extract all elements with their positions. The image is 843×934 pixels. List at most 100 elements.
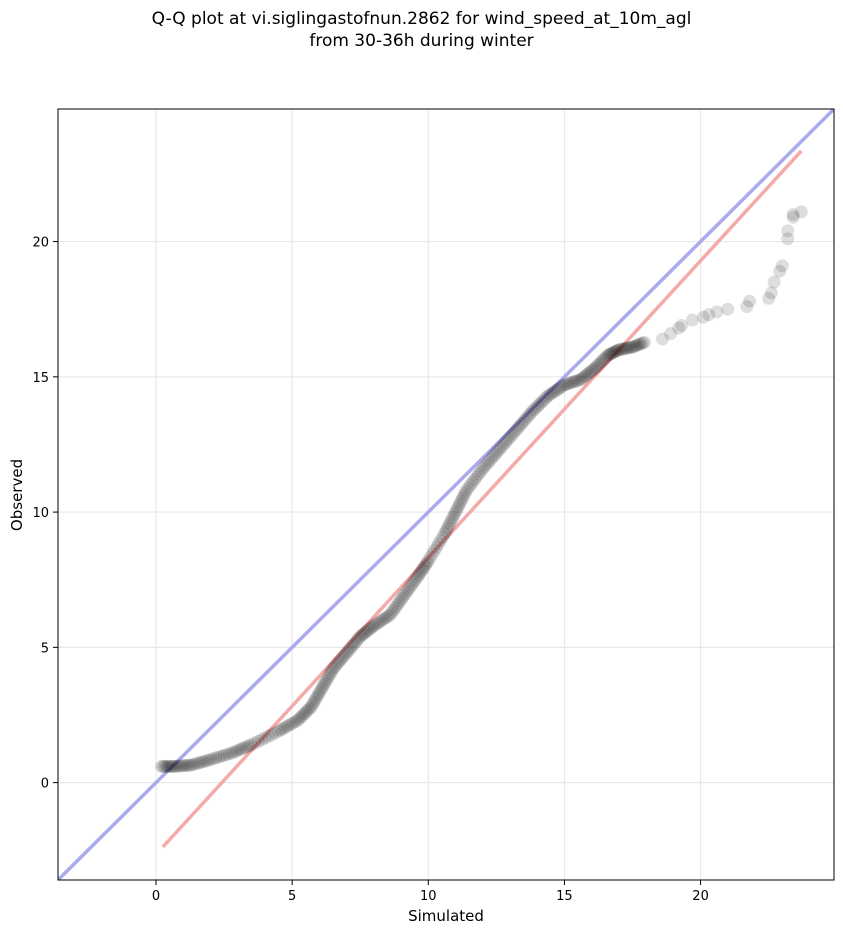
data-point xyxy=(163,759,177,773)
data-point xyxy=(773,264,787,278)
data-point xyxy=(438,527,452,541)
data-point xyxy=(559,377,573,391)
data-point xyxy=(429,540,443,554)
data-point xyxy=(634,337,648,351)
data-point xyxy=(242,739,256,753)
data-point xyxy=(442,519,456,533)
plot-frame xyxy=(57,108,835,881)
data-point xyxy=(385,606,399,620)
data-point xyxy=(404,579,418,593)
data-point xyxy=(721,302,735,316)
data-point xyxy=(379,611,393,625)
data-point xyxy=(606,345,620,359)
data-point xyxy=(672,321,686,335)
data-point xyxy=(392,596,406,610)
data-point xyxy=(165,759,179,773)
data-point xyxy=(383,608,397,622)
data-point xyxy=(609,344,623,358)
data-point xyxy=(564,376,578,390)
x-tick-label: 5 xyxy=(288,889,296,904)
data-point xyxy=(624,340,638,354)
data-point xyxy=(696,310,710,324)
data-point xyxy=(743,294,757,308)
data-point xyxy=(319,674,333,688)
data-point xyxy=(192,756,206,770)
data-point xyxy=(710,305,724,319)
data-point xyxy=(632,337,646,351)
data-point xyxy=(611,343,625,357)
data-point xyxy=(297,707,311,721)
data-point xyxy=(258,731,272,745)
data-point xyxy=(566,375,580,389)
data-point xyxy=(458,486,472,500)
data-point xyxy=(486,450,500,464)
data-point xyxy=(637,335,651,349)
data-point xyxy=(447,508,461,522)
data-point xyxy=(592,357,606,371)
data-point xyxy=(472,467,486,481)
data-point xyxy=(568,375,582,389)
data-point xyxy=(474,465,488,479)
x-axis-label: Simulated xyxy=(408,907,484,925)
data-point xyxy=(551,382,565,396)
data-point xyxy=(318,676,332,690)
fit-line xyxy=(161,149,803,849)
data-point xyxy=(519,412,533,426)
data-point xyxy=(240,740,254,754)
data-point xyxy=(510,422,524,436)
data-point xyxy=(225,746,239,760)
data-point xyxy=(436,530,450,544)
data-point xyxy=(786,210,800,224)
data-point xyxy=(562,377,576,391)
data-point xyxy=(393,594,407,608)
data-point xyxy=(276,722,290,736)
data-point xyxy=(367,619,381,633)
data-point xyxy=(586,363,600,377)
data-point xyxy=(617,342,631,356)
data-point xyxy=(427,544,441,558)
data-point xyxy=(158,759,172,773)
data-point xyxy=(304,700,318,714)
data-point xyxy=(346,638,360,652)
data-point xyxy=(311,688,325,702)
data-point xyxy=(521,410,535,424)
data-point xyxy=(237,741,251,755)
data-point xyxy=(591,358,605,372)
data-point xyxy=(170,759,184,773)
data-point xyxy=(251,734,265,748)
data-point xyxy=(764,286,778,300)
data-point xyxy=(504,429,518,443)
y-axis-label: Observed xyxy=(8,459,26,531)
data-point xyxy=(508,424,522,438)
data-point xyxy=(373,615,387,629)
data-points xyxy=(154,205,808,773)
data-point xyxy=(315,681,329,695)
data-point xyxy=(577,370,591,384)
data-point xyxy=(189,757,203,771)
data-point xyxy=(178,759,192,773)
data-point xyxy=(160,759,174,773)
data-point xyxy=(529,401,543,415)
data-point xyxy=(740,299,754,313)
x-tick-label: 10 xyxy=(420,889,437,904)
data-point xyxy=(201,753,215,767)
data-point xyxy=(341,644,355,658)
data-point xyxy=(786,208,800,222)
data-point xyxy=(301,703,315,717)
data-point xyxy=(294,710,308,724)
data-point xyxy=(357,627,371,641)
data-point xyxy=(407,575,421,589)
data-point xyxy=(223,747,237,761)
data-point xyxy=(217,748,231,762)
data-point xyxy=(581,367,595,381)
data-point xyxy=(326,662,340,676)
data-point xyxy=(575,371,589,385)
data-point xyxy=(612,343,626,357)
data-point xyxy=(325,664,339,678)
reference-lines xyxy=(58,109,834,880)
data-point xyxy=(312,686,326,700)
data-point xyxy=(629,339,643,353)
data-point xyxy=(182,758,196,772)
data-point xyxy=(421,554,435,568)
data-point xyxy=(767,275,781,289)
